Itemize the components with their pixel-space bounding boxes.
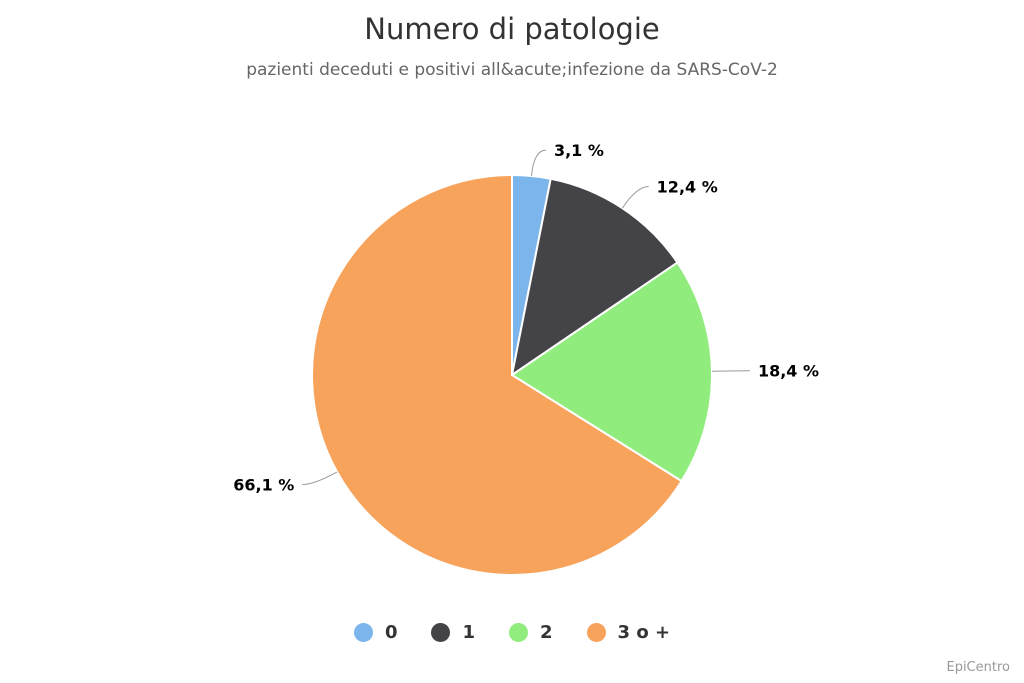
data-label: 12,4 %	[657, 177, 718, 196]
data-label-connector	[530, 149, 547, 176]
chart-title: Numero di patologie	[364, 12, 660, 46]
legend-item-2[interactable]: 2	[509, 622, 553, 643]
legend-label: 0	[384, 622, 398, 643]
data-label-connector	[621, 185, 649, 209]
legend-item-3[interactable]: 3 o +	[586, 622, 671, 643]
legend: 0 1 2 3 o +	[0, 622, 1024, 643]
legend-label: 1	[462, 622, 475, 643]
legend-label: 3 o +	[617, 622, 671, 643]
legend-marker	[586, 623, 606, 642]
credits-link[interactable]: EpiCentro	[946, 660, 1010, 675]
legend-marker	[509, 623, 528, 642]
legend-marker	[353, 623, 373, 642]
legend-item-1[interactable]: 1	[431, 622, 475, 643]
legend-marker	[431, 623, 451, 642]
pie-slice-3-o-+[interactable]	[311, 173, 683, 576]
legend-label: 2	[540, 622, 553, 643]
data-label: 66,1 %	[233, 475, 294, 494]
data-label: 18,4 %	[758, 362, 819, 381]
chart-subtitle: pazienti deceduti e positivi all&acute;i…	[246, 60, 778, 80]
data-label: 3,1 %	[554, 141, 604, 160]
legend-item-0[interactable]: 0	[353, 622, 398, 643]
data-label-connector	[302, 471, 338, 485]
